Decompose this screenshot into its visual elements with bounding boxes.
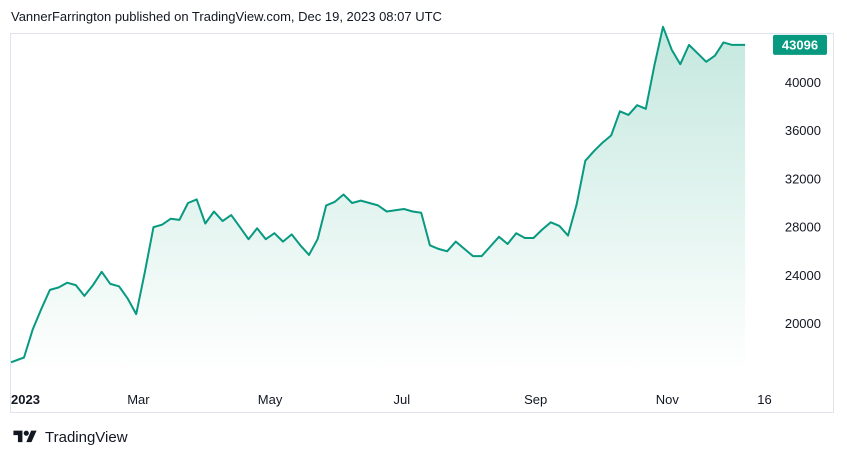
tradingview-footer: TradingView (11, 428, 128, 446)
x-tick-label: May (258, 392, 283, 407)
last-price-badge (773, 34, 827, 55)
chart-frame (10, 33, 834, 413)
x-tick-label: 2023 (11, 392, 40, 407)
x-tick-label: Nov (656, 392, 680, 407)
tradingview-logo-icon (13, 430, 37, 443)
last-price-label: 43096 (782, 37, 818, 52)
y-tick-label: 32000 (785, 171, 821, 186)
publisher-attribution: VannerFarrington published on TradingVie… (11, 9, 442, 24)
x-tick-label: Jul (393, 392, 410, 407)
y-tick-label: 40000 (785, 75, 821, 90)
y-tick-label: 28000 (785, 220, 821, 235)
tradingview-brand-text: TradingView (45, 428, 128, 446)
price-area-fill (11, 26, 746, 373)
y-tick-label: 20000 (785, 316, 821, 331)
x-tick-label: 16 (757, 392, 771, 407)
y-tick-label: 36000 (785, 123, 821, 138)
x-tick-label: Mar (127, 392, 150, 407)
x-tick-label: Sep (524, 392, 547, 407)
price-line (10, 25, 746, 364)
y-tick-label: 24000 (785, 268, 821, 283)
